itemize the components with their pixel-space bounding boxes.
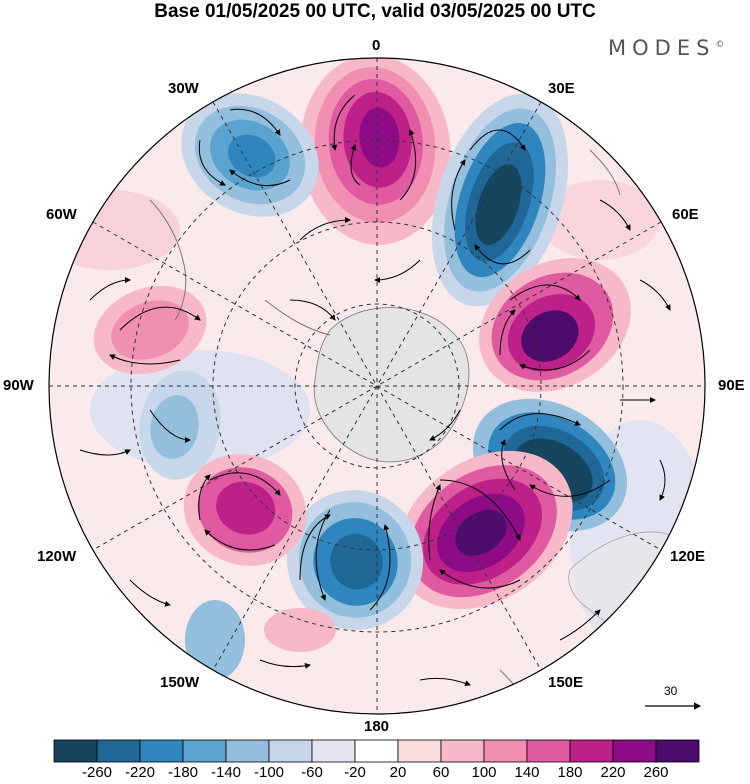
colorbar-swatch [397, 739, 442, 763]
colorbar-swatch [612, 739, 657, 763]
colorbar-swatch [268, 739, 313, 763]
lon-label-30w: 30W [168, 80, 199, 97]
colorbar-tick-label: -20 [344, 764, 366, 781]
anomaly-cell-negative [185, 600, 245, 680]
colorbar-swatch [483, 739, 528, 763]
colorbar-tick-label: 220 [600, 764, 626, 781]
anomaly-field [49, 58, 705, 714]
colorbar-swatch [440, 739, 485, 763]
map-border [48, 57, 706, 715]
lon-label-0: 0 [372, 37, 381, 54]
colorbar-swatch [139, 739, 184, 763]
colorbar-tick-label: 20 [389, 764, 407, 781]
lon-label-120w: 120W [37, 548, 77, 565]
colorbar-swatch [53, 739, 98, 763]
colorbar-swatch [96, 739, 141, 763]
africa [589, 149, 621, 196]
colorbar-tick-label: 100 [471, 764, 497, 781]
colorbar-swatch [354, 739, 399, 763]
colorbar-tick-label: -60 [301, 764, 323, 781]
colorbar-tick-label: 180 [557, 764, 583, 781]
colorbar [53, 739, 700, 763]
anomaly-cell-positive [93, 285, 207, 375]
colorbar-swatch [182, 739, 227, 763]
colorbar-tick-labels: -260 -220 -180 -140 -100 -60 -20 20 60 100 140 180 2… [0, 764, 750, 784]
colorbar-swatch [655, 739, 700, 763]
modes-logo: MODES© [608, 36, 725, 60]
antarctica [313, 307, 470, 463]
lon-label-60w: 60W [46, 206, 77, 223]
map-title: Base 01/05/2025 00 UTC, valid 03/05/2025… [154, 1, 596, 22]
colorbar-tick-label: -260 [81, 764, 113, 781]
vector-scale-label: 30 [664, 684, 678, 698]
colorbar-swatch [569, 739, 614, 763]
anomaly-cell-positive [264, 608, 336, 652]
anomaly-cell-positive [479, 258, 631, 392]
south-america [149, 199, 187, 321]
colorbar-tick-label: 260 [643, 764, 669, 781]
lon-label-90w: 90W [3, 377, 34, 394]
anomaly-cell-negative [181, 93, 319, 217]
lon-label-90e: 90E [718, 377, 745, 394]
graticule [49, 58, 705, 714]
antarctic-peninsula [264, 299, 331, 336]
colorbar-tick-label: 60 [432, 764, 450, 781]
lon-label-150e: 150E [548, 674, 584, 691]
lon-label-30e: 30E [548, 80, 575, 97]
colorbar-swatch [311, 739, 356, 763]
colorbar-tick-label: -180 [167, 764, 199, 781]
colorbar-swatch [526, 739, 571, 763]
lon-label-60e: 60E [672, 206, 699, 223]
weak-pink-patch [49, 190, 180, 270]
colorbar-swatch [225, 739, 270, 763]
anomaly-cell-negative [431, 93, 569, 307]
colorbar-tick-label: -220 [124, 764, 156, 781]
lon-label-180: 180 [364, 718, 390, 735]
lon-label-150w: 150W [160, 674, 200, 691]
colorbar-tick-label: -140 [210, 764, 242, 781]
colorbar-tick-label: 140 [514, 764, 540, 781]
lon-label-120e: 120E [670, 548, 706, 565]
colorbar-tick-label: -100 [253, 764, 285, 781]
wind-vectors [79, 94, 671, 686]
